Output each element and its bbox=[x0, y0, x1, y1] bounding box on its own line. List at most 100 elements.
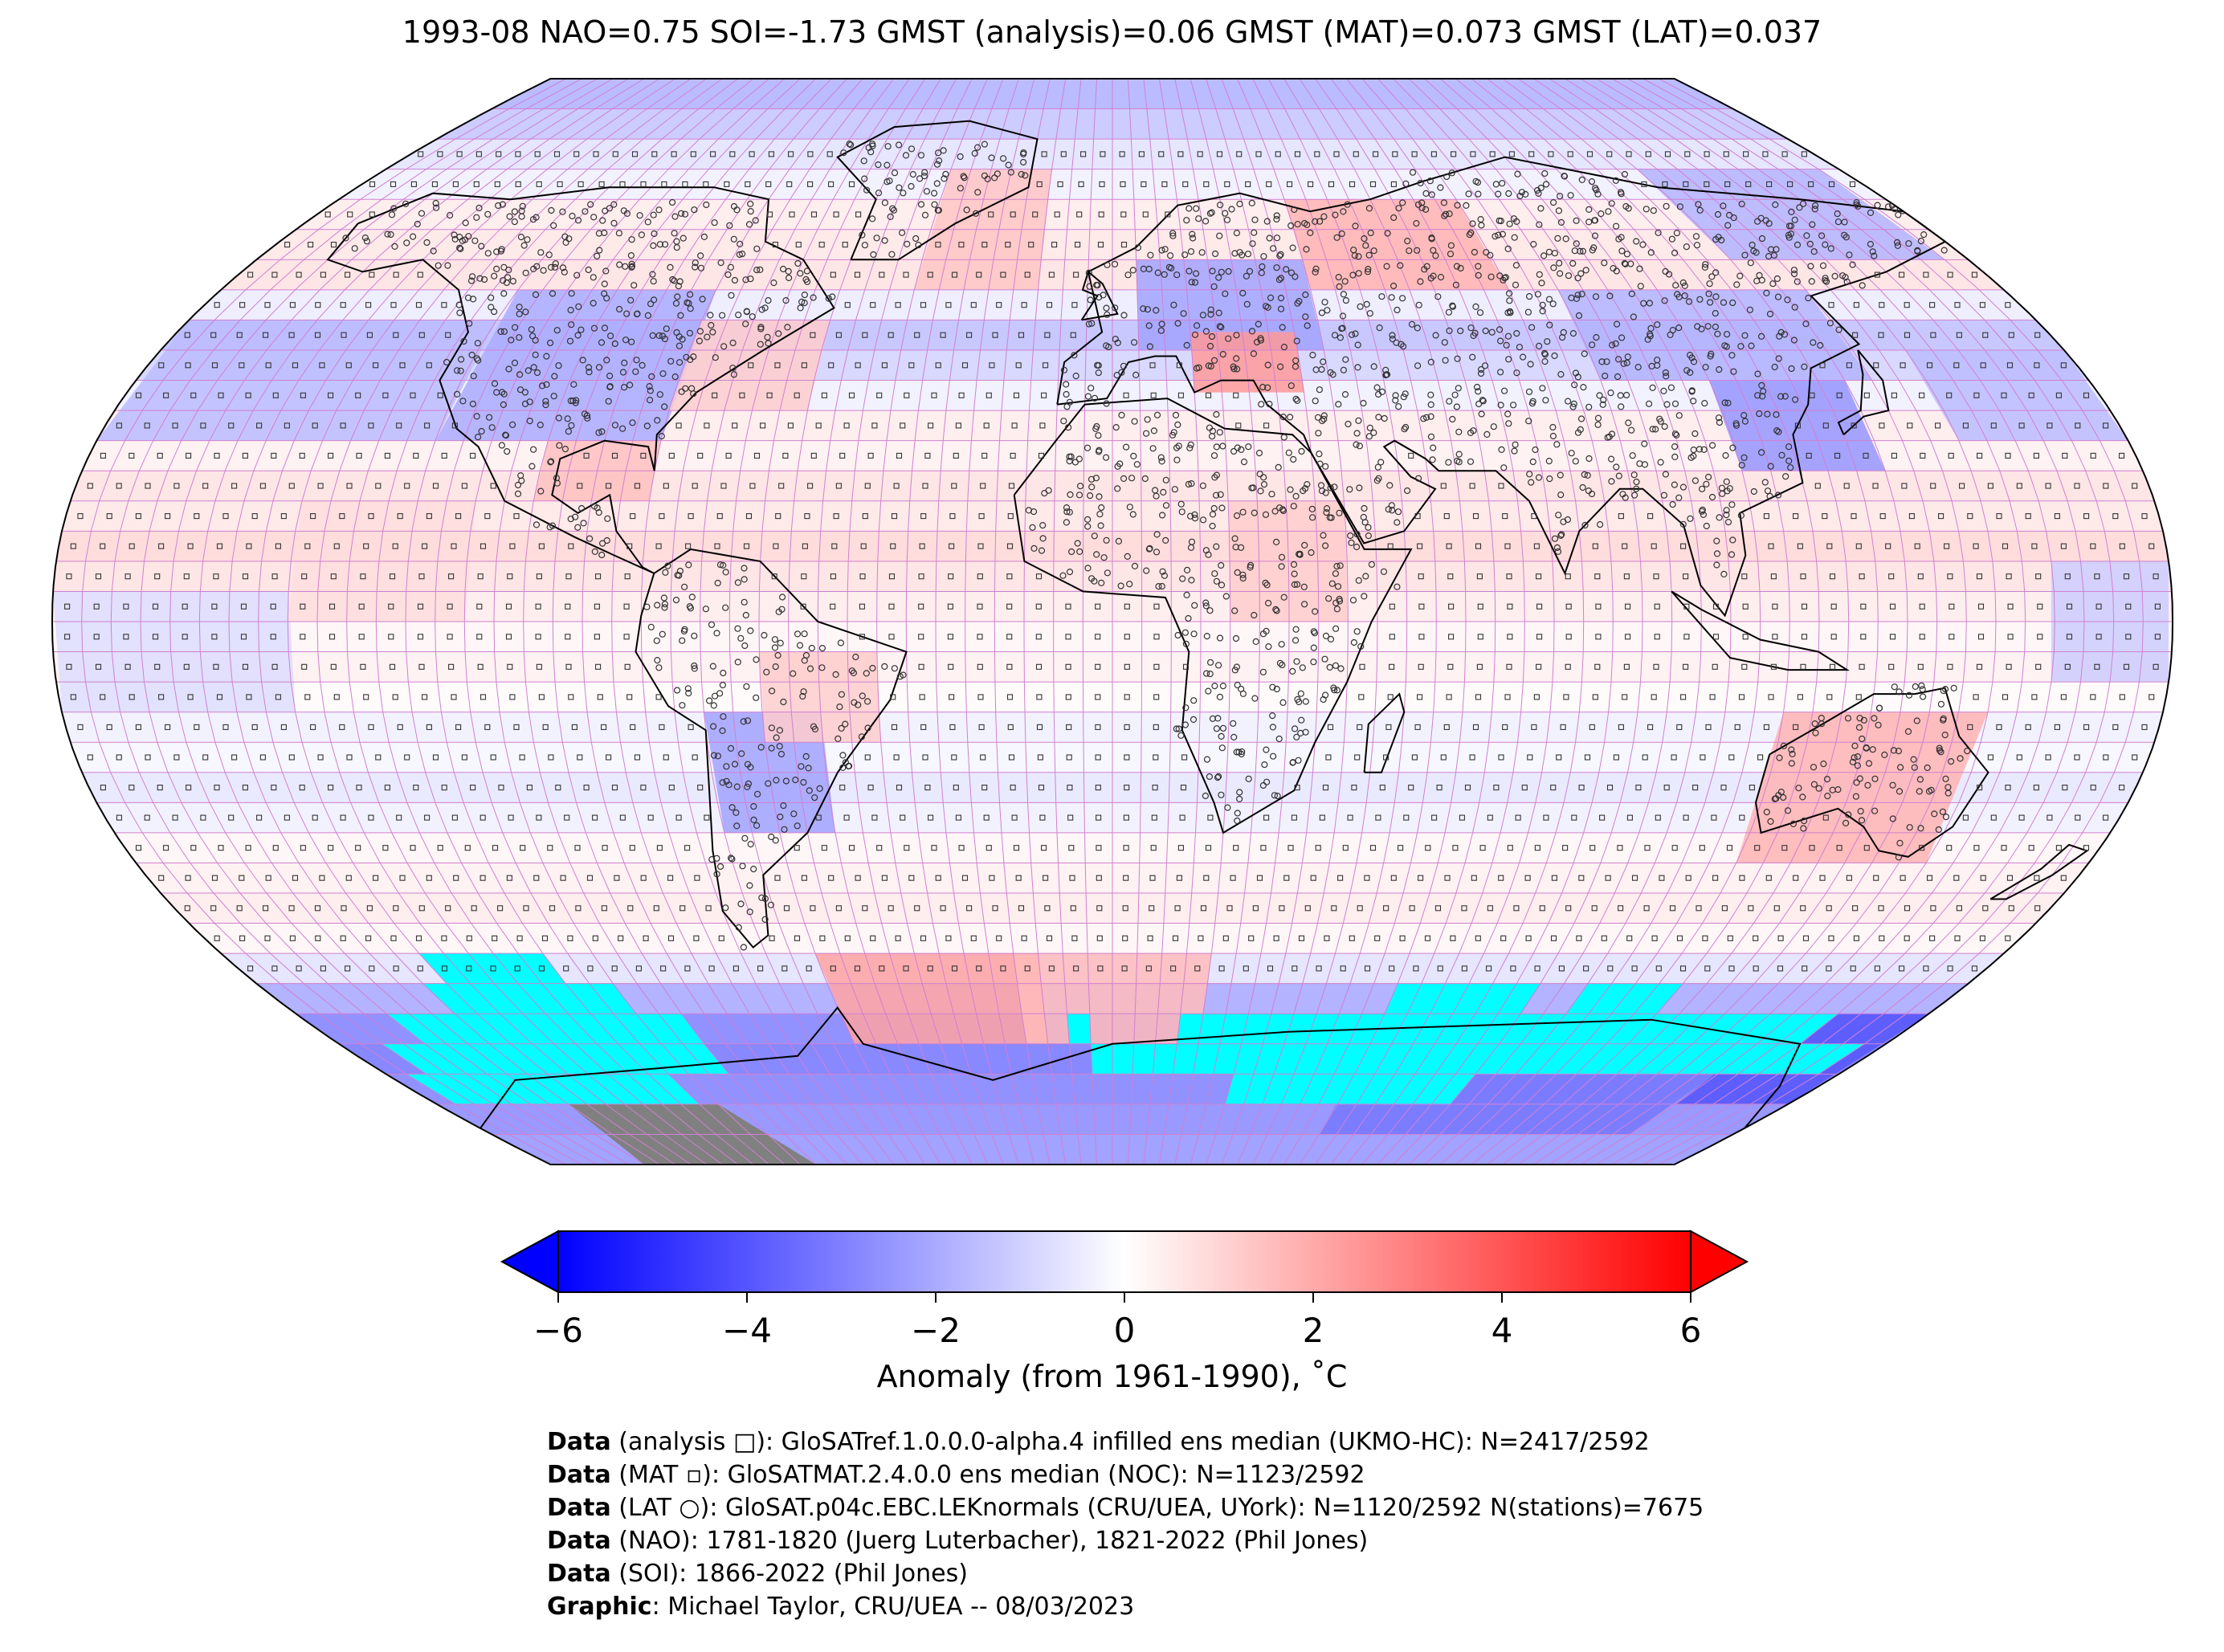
ocean-cell-marker bbox=[211, 362, 218, 369]
ocean-cell-marker bbox=[1138, 151, 1145, 157]
land-station-marker bbox=[923, 188, 931, 195]
land-station-marker bbox=[1822, 277, 1829, 284]
ocean-cell-marker bbox=[417, 271, 423, 278]
land-station-marker bbox=[1466, 231, 1473, 239]
land-station-marker bbox=[1516, 193, 1524, 200]
ocean-cell-marker bbox=[347, 211, 353, 218]
land-station-marker bbox=[1375, 414, 1382, 421]
ocean-cell-marker bbox=[903, 271, 909, 278]
land-station-marker bbox=[1479, 398, 1487, 405]
land-station-marker bbox=[1233, 332, 1240, 339]
land-station-marker bbox=[1157, 327, 1165, 334]
land-station-marker bbox=[615, 230, 623, 237]
land-station-marker bbox=[682, 385, 689, 392]
ocean-cell-marker bbox=[794, 392, 800, 398]
ocean-cell-marker bbox=[1819, 362, 1826, 369]
ocean-cell-marker bbox=[396, 422, 402, 429]
land-station-marker bbox=[559, 208, 566, 215]
ocean-cell-marker bbox=[789, 211, 795, 218]
land-station-marker bbox=[1754, 218, 1761, 225]
ocean-cell-marker bbox=[289, 302, 296, 308]
ocean-cell-marker bbox=[612, 151, 618, 157]
land-station-marker bbox=[770, 279, 777, 287]
land-station-marker bbox=[466, 320, 473, 327]
land-station-marker bbox=[1394, 306, 1401, 314]
land-station-marker bbox=[1574, 292, 1581, 299]
land-station-marker bbox=[615, 305, 623, 313]
land-station-marker bbox=[869, 142, 876, 149]
ocean-cell-marker bbox=[1878, 332, 1884, 338]
ocean-cell-marker bbox=[661, 181, 667, 187]
ocean-cell-marker bbox=[988, 211, 994, 218]
land-station-marker bbox=[1259, 263, 1266, 271]
land-station-marker bbox=[533, 369, 541, 377]
meridian bbox=[1053, 79, 1082, 1165]
land-station-marker bbox=[550, 393, 557, 400]
land-station-marker bbox=[1869, 248, 1876, 255]
ocean-cell-marker bbox=[1808, 181, 1814, 187]
land-station-marker bbox=[1811, 206, 1818, 213]
ocean-cell-marker bbox=[1809, 392, 1815, 398]
ocean-cell-marker bbox=[1929, 302, 1936, 308]
land-outlines bbox=[326, 120, 2089, 1129]
land-station-marker bbox=[1871, 252, 1878, 259]
land-station-marker bbox=[1382, 371, 1390, 378]
land-station-marker bbox=[1747, 259, 1754, 267]
land-station-marker bbox=[1535, 342, 1543, 349]
land-station-marker bbox=[1766, 310, 1774, 318]
land-station-marker bbox=[1781, 393, 1789, 400]
land-station-marker bbox=[1363, 300, 1370, 308]
land-station-marker bbox=[520, 242, 528, 249]
land-station-marker bbox=[1492, 181, 1500, 188]
land-station-marker bbox=[1243, 272, 1251, 279]
land-station-marker bbox=[671, 230, 678, 237]
land-station-marker bbox=[480, 275, 488, 283]
ocean-cell-marker bbox=[441, 302, 447, 308]
ocean-cell-marker bbox=[760, 422, 766, 429]
land-station-marker bbox=[1428, 235, 1435, 242]
station-markers bbox=[64, 141, 2161, 972]
land-station-marker bbox=[1418, 204, 1426, 211]
ocean-cell-marker bbox=[724, 181, 730, 187]
ocean-cell-marker bbox=[1021, 302, 1027, 308]
land-station-marker bbox=[1339, 312, 1347, 320]
land-station-marker bbox=[697, 252, 704, 259]
ocean-cell-marker bbox=[185, 362, 191, 369]
sea-ice-cell bbox=[1384, 983, 1540, 1014]
land-station-marker bbox=[1165, 263, 1173, 271]
ocean-cell-marker bbox=[284, 242, 291, 248]
land-station-marker bbox=[649, 271, 656, 278]
land-station-marker bbox=[668, 198, 676, 206]
ocean-cell-marker bbox=[1048, 271, 1055, 278]
landmass-south-america bbox=[635, 548, 908, 948]
land-station-marker bbox=[1417, 179, 1424, 187]
land-station-marker bbox=[1367, 229, 1374, 237]
land-station-marker bbox=[1634, 364, 1642, 371]
land-station-marker bbox=[840, 149, 847, 157]
land-station-marker bbox=[519, 202, 526, 210]
land-station-marker bbox=[1366, 424, 1373, 431]
land-station-marker bbox=[1788, 365, 1795, 373]
land-station-marker bbox=[1475, 271, 1482, 279]
land-station-marker bbox=[1636, 265, 1643, 272]
land-station-marker bbox=[1392, 392, 1399, 399]
land-station-marker bbox=[500, 328, 508, 335]
ocean-cell-marker bbox=[292, 362, 299, 369]
land-station-marker bbox=[1633, 238, 1640, 245]
land-station-marker bbox=[1580, 384, 1587, 391]
land-station-marker bbox=[1582, 267, 1589, 274]
land-station-marker bbox=[1525, 418, 1532, 425]
ocean-cell-marker bbox=[1836, 392, 1842, 398]
land-station-marker bbox=[1681, 282, 1688, 289]
land-station-marker bbox=[567, 307, 574, 314]
land-station-marker bbox=[942, 170, 949, 177]
land-station-marker bbox=[1383, 263, 1390, 270]
land-station-marker bbox=[1596, 392, 1603, 399]
ocean-cell-marker bbox=[729, 151, 736, 157]
land-station-marker bbox=[1414, 247, 1421, 254]
land-station-marker bbox=[628, 338, 635, 345]
land-station-marker bbox=[1370, 247, 1377, 255]
land-station-marker bbox=[1647, 332, 1654, 340]
ocean-cell-marker bbox=[2034, 362, 2040, 369]
land-station-marker bbox=[1205, 362, 1213, 369]
